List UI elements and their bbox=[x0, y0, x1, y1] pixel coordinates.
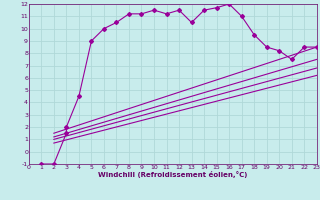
X-axis label: Windchill (Refroidissement éolien,°C): Windchill (Refroidissement éolien,°C) bbox=[98, 171, 247, 178]
